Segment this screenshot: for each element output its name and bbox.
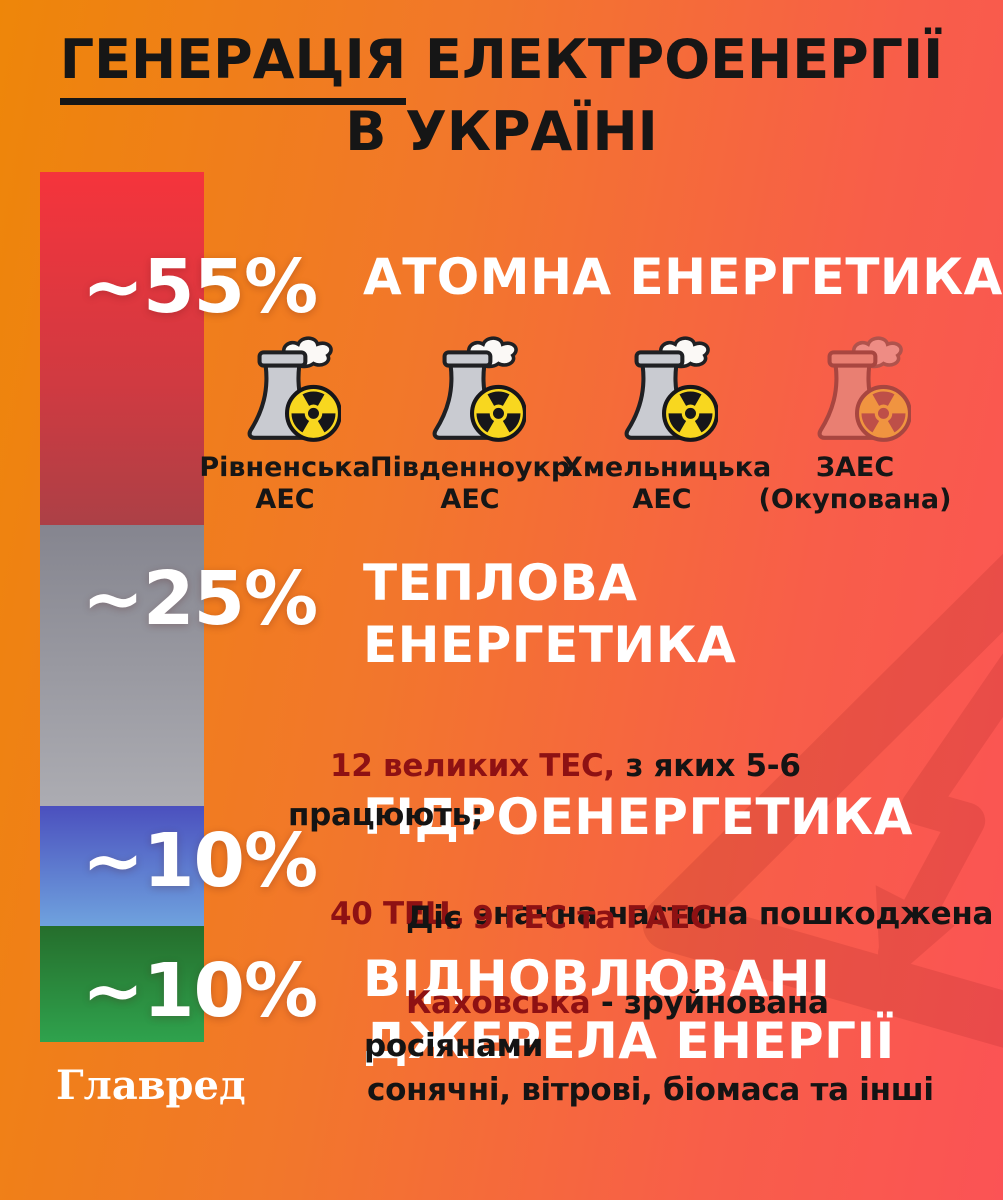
bar-segment-hydro xyxy=(40,806,204,926)
hydro-detail-highlight-1: 9 ГЕС та ГАЕС xyxy=(472,899,713,936)
bar-segment-thermal xyxy=(40,525,204,806)
plant-label: ЗАЕС (Окупована) xyxy=(758,452,952,516)
nuclear-plant-icon xyxy=(624,336,718,442)
heading-nuclear: АТОМНА ЕНЕРГЕТИКА xyxy=(363,248,1003,306)
hydro-detail-plain-1: Діє xyxy=(405,899,473,936)
source-logo-glavred: Главред xyxy=(56,1062,246,1109)
heading-thermal: ТЕПЛОВА ЕНЕРГЕТИКА xyxy=(363,554,737,674)
page-title-line2: В УКРАЇНІ xyxy=(345,100,658,163)
hydro-detail-highlight-2: Каховська xyxy=(405,985,591,1022)
bar-segment-nuclear xyxy=(40,172,204,525)
thermal-detail-highlight-1: 12 великих ТЕС, xyxy=(329,747,615,784)
page-title-line1: ГЕНЕРАЦІЯ ЕЛЕКТРОЕНЕРГІЇ xyxy=(0,28,1003,105)
heading-renewables: ВІДНОВЛЮВАНІ ДЖЕРЕЛА ЕНЕРГІЇ xyxy=(363,950,895,1070)
electric-danger-watermark-icon xyxy=(642,527,1003,1092)
title-line1-rest: ЕЛЕКТРОЕНЕРГІЇ xyxy=(406,28,944,91)
hydro-detail: Діє 9 ГЕС та ГАЕС Каховська - зруйнована… xyxy=(364,854,1003,1111)
thermal-detail-rest-2: значна частина пошкоджена xyxy=(464,896,994,933)
nuclear-plant-icon xyxy=(432,336,526,442)
percent-label-hydro: ~10% xyxy=(82,818,318,904)
heading-hydro: ГІДРОЕНЕРГЕТИКА xyxy=(363,788,913,846)
bar-segment-renewables xyxy=(40,926,204,1042)
thermal-detail-highlight-2: 40 ТЕЦ, xyxy=(329,896,465,933)
nuclear-plant-icon-occupied xyxy=(817,336,911,442)
plant-khmelnytsky: Хмельницька АЕС xyxy=(562,332,772,517)
percent-label-thermal: ~25% xyxy=(82,556,318,642)
plant-zaes-occupied: ЗАЕС (Окупована) xyxy=(755,332,955,517)
plant-rivne: Рівненська АЕС xyxy=(185,332,385,517)
thermal-detail-rest-1: з яких 5-6 працюють; xyxy=(288,747,812,834)
plant-pivdennoukrainsk: Південноукр. АЕС xyxy=(370,332,581,517)
thermal-detail: 12 великих ТЕС, з яких 5-6 працюють; 40 … xyxy=(288,692,1003,990)
hydro-detail-plain-2: - зруйнована росіянами xyxy=(364,985,840,1065)
percent-label-nuclear: ~55% xyxy=(82,244,318,330)
nuclear-plant-icon xyxy=(247,336,341,442)
title-underlined-word: ГЕНЕРАЦІЯ xyxy=(59,28,407,105)
percent-label-renewables: ~10% xyxy=(82,948,318,1034)
plant-label: Хмельницька АЕС xyxy=(562,452,772,516)
plant-label: Південноукр. АЕС xyxy=(370,452,581,516)
plant-label: Рівненська АЕС xyxy=(199,452,371,516)
renewables-detail: сонячні, вітрові, біомаса та інші xyxy=(367,1072,934,1108)
